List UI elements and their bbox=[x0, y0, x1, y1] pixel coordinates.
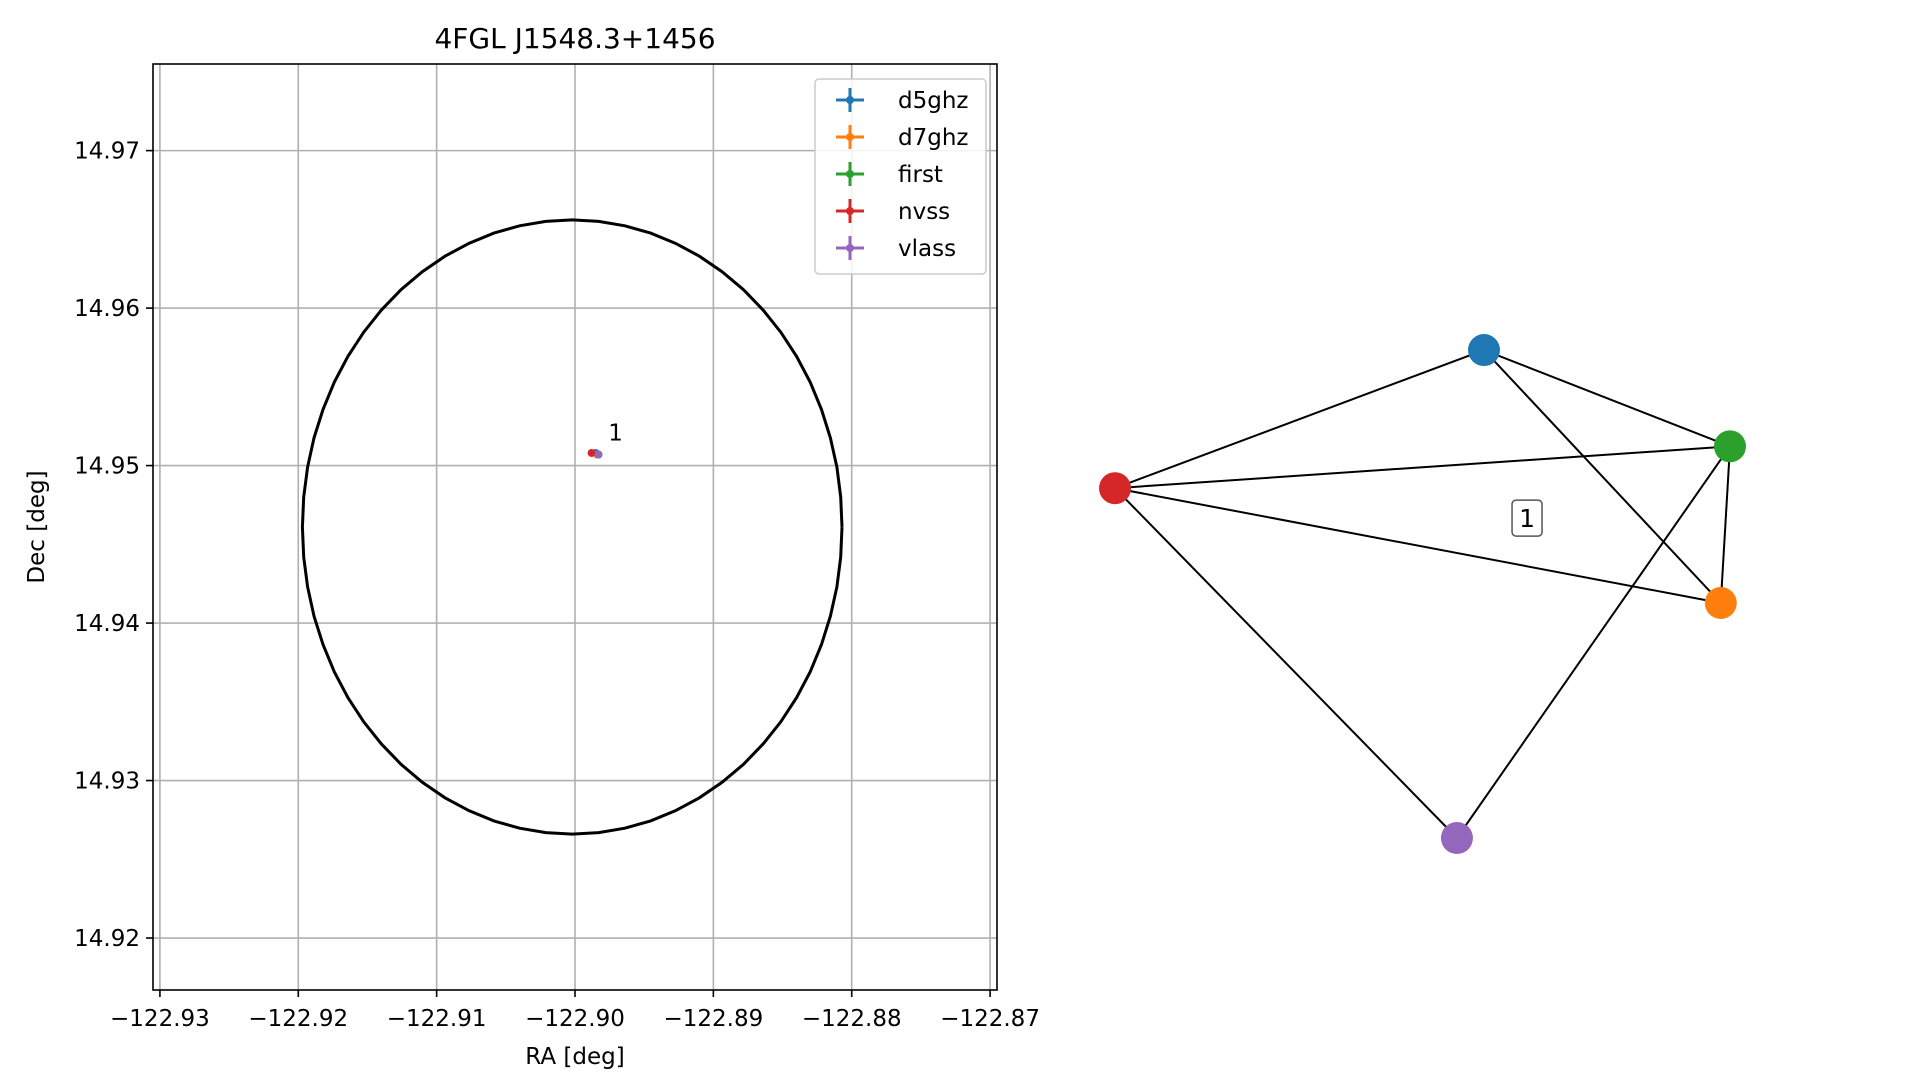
edge-first-d7ghz bbox=[1719, 446, 1731, 604]
x-tick-label: −122.87 bbox=[940, 1006, 1040, 1032]
localization-ellipse-layer bbox=[300, 218, 844, 836]
edge-d5ghz-d7ghz bbox=[1483, 349, 1722, 604]
cluster-label: 1 bbox=[1519, 504, 1535, 533]
legend-box bbox=[814, 78, 987, 275]
x-tick-label: −122.89 bbox=[663, 1006, 763, 1032]
legend-label-vlass: vlass bbox=[898, 236, 956, 262]
node-first bbox=[1714, 430, 1746, 463]
x-tick-label: −122.92 bbox=[248, 1006, 348, 1032]
edge-first-vlass bbox=[1456, 445, 1731, 839]
point-vlass bbox=[594, 450, 603, 459]
legend-marker-first-dot bbox=[846, 170, 854, 178]
legend-marker-d7ghz-dot bbox=[846, 133, 854, 141]
node-d7ghz bbox=[1704, 586, 1737, 619]
network-nodes bbox=[1099, 334, 1746, 854]
sky-position-plot: 1 −122.93 −122.92 −122.91 −122.90 −122.89 −12… bbox=[24, 22, 1040, 1070]
edge-d5ghz-first bbox=[1483, 349, 1731, 448]
edge-nvss-d7ghz bbox=[1114, 487, 1721, 604]
legend-label-first: first bbox=[898, 162, 943, 188]
y-tick-label: 14.94 bbox=[74, 611, 140, 637]
cluster-label-layer: 1 bbox=[1511, 499, 1543, 537]
annotation-layer: 1 bbox=[608, 421, 623, 447]
axis-ticks: −122.93 −122.92 −122.91 −122.90 −122.89 −122.… bbox=[74, 139, 1040, 1032]
localization-ellipse bbox=[300, 218, 844, 836]
x-tick-label: −122.93 bbox=[110, 1006, 210, 1032]
y-tick-label: 14.97 bbox=[74, 139, 140, 165]
y-tick-label: 14.93 bbox=[74, 769, 140, 795]
network-edges bbox=[1114, 349, 1731, 839]
chart-title: 4FGL J1548.3+1456 bbox=[434, 22, 715, 55]
legend-marker-d5ghz-dot bbox=[846, 96, 854, 104]
legend: d5ghz d7ghz first nvss vlass bbox=[814, 78, 987, 275]
y-tick-label: 14.96 bbox=[74, 296, 140, 322]
legend-label-nvss: nvss bbox=[898, 199, 950, 225]
y-tick-label: 14.92 bbox=[74, 926, 140, 952]
node-nvss bbox=[1099, 472, 1131, 505]
legend-label-d7ghz: d7ghz bbox=[898, 125, 968, 151]
x-tick-label: −122.88 bbox=[802, 1006, 902, 1032]
association-network: 1 bbox=[1099, 334, 1746, 854]
x-tick-label: −122.91 bbox=[387, 1006, 487, 1032]
legend-label-d5ghz: d5ghz bbox=[898, 88, 968, 114]
y-axis-label: Dec [deg] bbox=[24, 470, 50, 583]
edge-nvss-vlass bbox=[1114, 487, 1458, 839]
node-d5ghz bbox=[1468, 334, 1500, 367]
point-nvss bbox=[587, 448, 596, 457]
radio-source-points bbox=[587, 448, 603, 459]
cluster-annotation: 1 bbox=[608, 421, 623, 447]
legend-marker-nvss-dot bbox=[846, 207, 854, 215]
cluster-label-box bbox=[1511, 499, 1543, 537]
y-tick-label: 14.95 bbox=[74, 454, 140, 480]
legend-marker-vlass-dot bbox=[846, 244, 854, 252]
edge-nvss-first bbox=[1114, 445, 1731, 490]
node-vlass bbox=[1440, 822, 1473, 854]
x-tick-label: −122.90 bbox=[525, 1006, 625, 1032]
x-axis-label: RA [deg] bbox=[525, 1044, 624, 1070]
edge-d5ghz-nvss bbox=[1114, 349, 1485, 490]
